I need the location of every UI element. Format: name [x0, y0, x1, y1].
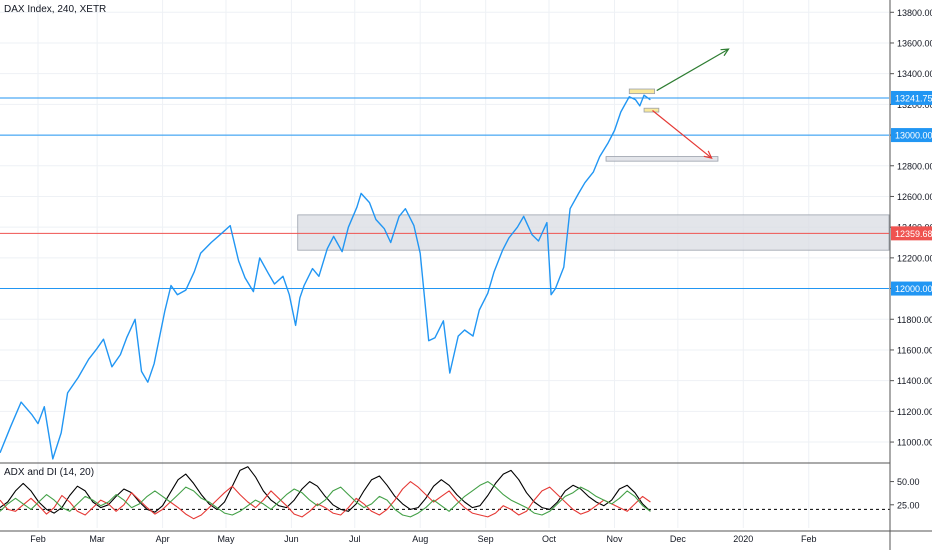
price-series-layer — [0, 94, 651, 460]
x-tick-label: Feb — [30, 534, 46, 544]
arrow-shaft — [652, 110, 712, 159]
x-tick-label: Nov — [606, 534, 623, 544]
x-tick-label: 2020 — [733, 534, 753, 544]
arrow-head — [720, 48, 730, 57]
y-tick-label: 11800.00 — [897, 315, 932, 325]
arrow-shaft — [656, 48, 729, 92]
y-tick-label: 11200.00 — [897, 407, 932, 417]
x-tick-label: Jun — [284, 534, 299, 544]
y-tick-label: 11600.00 — [897, 345, 932, 355]
level-badge — [891, 90, 932, 105]
y-tick-label: 12800.00 — [897, 161, 932, 171]
y-tick-label: 12200.00 — [897, 253, 932, 263]
x-tick-label: Oct — [542, 534, 557, 544]
zone-rect — [628, 88, 656, 95]
level-badge-label: 13241.75 — [895, 93, 932, 103]
zone-rect — [643, 107, 660, 113]
grid-layer — [0, 0, 889, 528]
level-badge — [891, 128, 932, 143]
indicator-title: ADX and DI (14, 20) — [4, 467, 95, 478]
horizontal-line-layer — [0, 97, 889, 290]
indicator-line — [0, 466, 651, 514]
y-tick-label: 12600.00 — [897, 192, 932, 202]
chart-title: DAX Index, 240, XETR — [4, 4, 107, 15]
level-badge-label: 12000.00 — [895, 284, 932, 294]
zone-rect — [605, 156, 719, 162]
arrow-head — [703, 150, 713, 159]
level-badge-label: 12359.68 — [895, 229, 932, 239]
level-badge-label: 13000.00 — [895, 131, 932, 141]
y-tick-label: 13600.00 — [897, 38, 932, 48]
level-badge — [891, 226, 932, 241]
y-tick-label: 11400.00 — [897, 376, 932, 386]
x-tick-label: Sep — [478, 534, 494, 544]
y-tick-label: 13400.00 — [897, 69, 932, 79]
indicator-line — [0, 481, 651, 520]
level-badge — [891, 281, 932, 296]
price-line — [0, 94, 651, 460]
x-tick-label: Jul — [349, 534, 361, 544]
x-tick-label: May — [217, 534, 235, 544]
indicator-layer — [0, 462, 890, 520]
x-tick-label: Feb — [801, 534, 817, 544]
y-tick-label: 13800.00 — [897, 8, 932, 18]
zone-layer — [297, 88, 890, 251]
zone-rect — [297, 214, 890, 251]
x-tick-label: Dec — [670, 534, 687, 544]
ind-tick-label: 50.00 — [897, 477, 920, 487]
x-tick-label: Apr — [156, 534, 170, 544]
x-tick-label: Mar — [89, 534, 105, 544]
arrow-layer — [652, 48, 730, 159]
indicator-line — [0, 481, 651, 518]
ind-tick-label: 25.00 — [897, 500, 920, 510]
y-tick-label: 11000.00 — [897, 438, 932, 448]
x-tick-label: Aug — [412, 534, 428, 544]
